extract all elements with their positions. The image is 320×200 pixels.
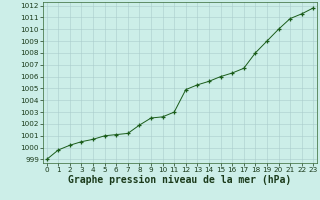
X-axis label: Graphe pression niveau de la mer (hPa): Graphe pression niveau de la mer (hPa) [68, 175, 292, 185]
